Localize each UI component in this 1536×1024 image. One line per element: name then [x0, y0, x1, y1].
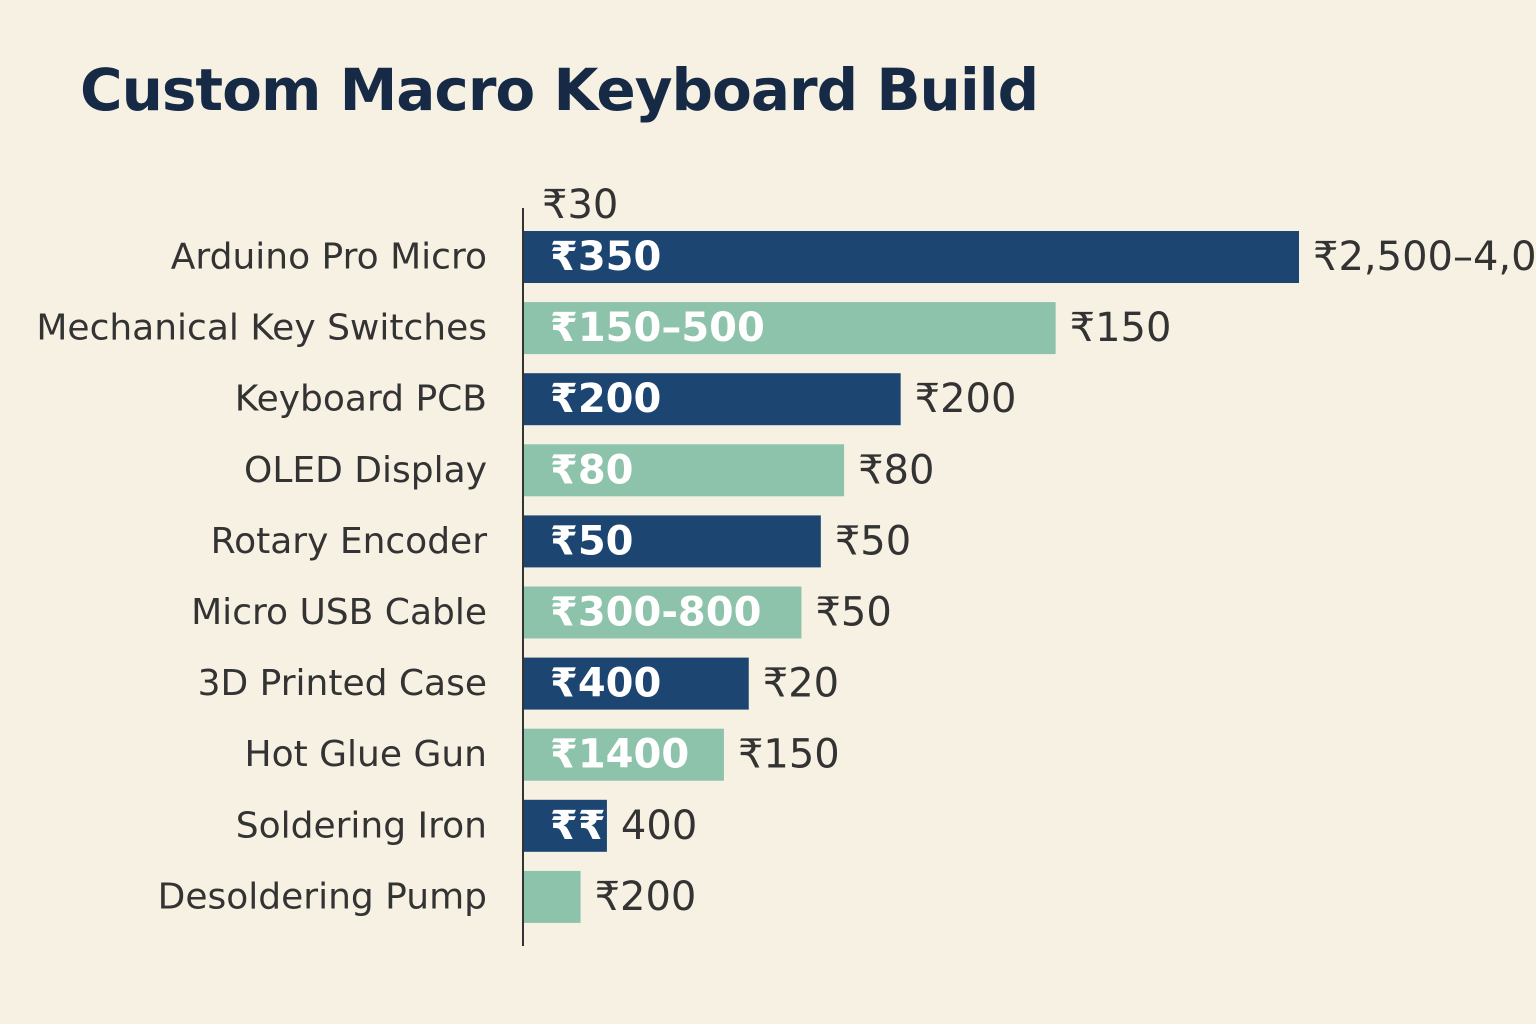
bar-value-label: ₹400 [550, 661, 661, 707]
bar-end-label: ₹20 [763, 661, 839, 707]
bar-end-label: ₹50 [815, 590, 891, 636]
bar [524, 444, 845, 497]
bar [524, 728, 724, 781]
category-label: Keyboard PCB [235, 379, 487, 420]
bar-value-label: ₹200 [550, 376, 661, 422]
bar [524, 302, 1056, 355]
category-label: Micro USB Cable [191, 592, 487, 633]
category-label: Mechanical Key Switches [36, 308, 487, 349]
bars-group: Arduino Pro Micro ₹350 ₹2,500–4,000 Mechani… [36, 231, 1536, 923]
bar-end-label: ₹150 [738, 732, 840, 778]
bar-value-label: ₹50 [550, 518, 634, 564]
bar [524, 586, 802, 639]
bar-value-label: ₹350 [550, 234, 661, 280]
bar-value-label: ₹₹ [550, 803, 606, 849]
category-label: Soldering Iron [236, 805, 487, 846]
bar-end-label: ₹2,500–4,000 [1313, 234, 1536, 280]
top-value-label: ₹30 [542, 182, 618, 228]
bar-end-label: 400 [621, 803, 697, 849]
category-label: OLED Display [244, 450, 487, 491]
category-label: Arduino Pro Micro [171, 237, 487, 278]
bar-value-label: ₹150–500 [550, 305, 765, 351]
category-label: 3D Printed Case [198, 663, 487, 704]
category-label: Hot Glue Gun [245, 734, 488, 775]
bar [524, 799, 607, 852]
bar [524, 870, 581, 923]
chart-title: Custom Macro Keyboard Build [80, 56, 1039, 124]
category-label: Rotary Encoder [211, 521, 488, 562]
bar-value-label: ₹1400 [550, 732, 689, 778]
bar [524, 231, 1299, 283]
bar-end-label: ₹200 [915, 376, 1017, 422]
bar [524, 657, 749, 710]
category-label: Desoldering Pump [158, 876, 487, 917]
bar-value-label: ₹300-800 [550, 590, 761, 636]
bar [524, 515, 821, 568]
bar [524, 373, 901, 426]
bar-end-label: ₹200 [595, 874, 697, 920]
bar-end-label: ₹50 [835, 518, 911, 564]
bar-end-label: ₹150 [1070, 305, 1172, 351]
bar-value-label: ₹80 [550, 447, 634, 493]
bar-end-label: ₹80 [858, 447, 934, 493]
